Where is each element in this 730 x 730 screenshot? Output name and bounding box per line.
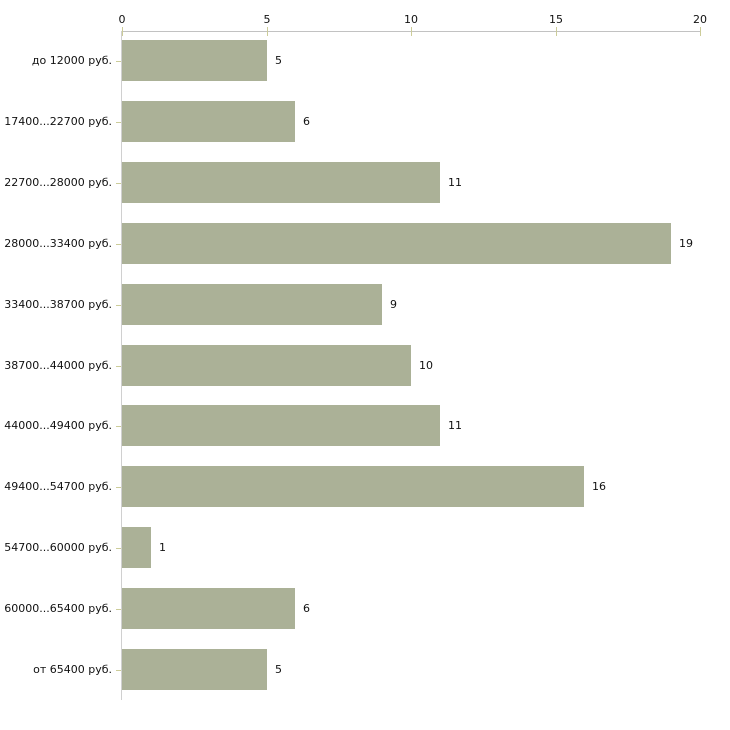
bar bbox=[122, 527, 151, 568]
value-label: 10 bbox=[419, 359, 433, 372]
category-label: 28000...33400 руб. bbox=[4, 237, 112, 250]
bar bbox=[122, 588, 295, 629]
x-tick-mark bbox=[700, 27, 701, 36]
category-label: 33400...38700 руб. bbox=[4, 298, 112, 311]
bar bbox=[122, 40, 267, 81]
value-label: 6 bbox=[303, 602, 310, 615]
x-tick-label: 20 bbox=[693, 13, 707, 26]
category-label: 44000...49400 руб. bbox=[4, 419, 112, 432]
category-label: до 12000 руб. bbox=[31, 54, 112, 67]
category-label: 22700...28000 руб. bbox=[4, 176, 112, 189]
x-tick-mark bbox=[267, 27, 268, 36]
category-tick-mark bbox=[116, 183, 121, 184]
category-tick-mark bbox=[116, 487, 121, 488]
category-label: 17400...22700 руб. bbox=[4, 115, 112, 128]
category-label: 49400...54700 руб. bbox=[4, 480, 112, 493]
x-tick-label: 5 bbox=[263, 13, 271, 26]
bar bbox=[122, 284, 382, 325]
bar bbox=[122, 162, 440, 203]
x-tick-label: 0 bbox=[118, 13, 126, 26]
value-label: 6 bbox=[303, 115, 310, 128]
value-label: 16 bbox=[592, 480, 606, 493]
value-label: 11 bbox=[448, 419, 462, 432]
x-tick-mark bbox=[411, 27, 412, 36]
value-label: 5 bbox=[275, 663, 282, 676]
category-tick-mark bbox=[116, 244, 121, 245]
x-tick-mark bbox=[122, 27, 123, 36]
category-tick-mark bbox=[116, 305, 121, 306]
category-label: 54700...60000 руб. bbox=[4, 541, 112, 554]
bar bbox=[122, 405, 440, 446]
category-tick-mark bbox=[116, 426, 121, 427]
bar bbox=[122, 466, 584, 507]
x-tick-mark bbox=[556, 27, 557, 36]
value-label: 5 bbox=[275, 54, 282, 67]
category-label: 60000...65400 руб. bbox=[4, 602, 112, 615]
x-tick-label: 10 bbox=[404, 13, 418, 26]
value-label: 11 bbox=[448, 176, 462, 189]
category-label: от 65400 руб. bbox=[33, 663, 112, 676]
category-label: 38700...44000 руб. bbox=[4, 359, 112, 372]
category-tick-mark bbox=[116, 548, 121, 549]
value-label: 1 bbox=[159, 541, 166, 554]
y-axis-line bbox=[121, 31, 122, 700]
category-tick-mark bbox=[116, 122, 121, 123]
x-tick-label: 15 bbox=[549, 13, 563, 26]
bar bbox=[122, 649, 267, 690]
category-tick-mark bbox=[116, 670, 121, 671]
value-label: 19 bbox=[679, 237, 693, 250]
value-label: 9 bbox=[390, 298, 397, 311]
category-tick-mark bbox=[116, 366, 121, 367]
bar bbox=[122, 101, 295, 142]
category-tick-mark bbox=[116, 61, 121, 62]
bar bbox=[122, 345, 411, 386]
bar bbox=[122, 223, 671, 264]
category-tick-mark bbox=[116, 609, 121, 610]
